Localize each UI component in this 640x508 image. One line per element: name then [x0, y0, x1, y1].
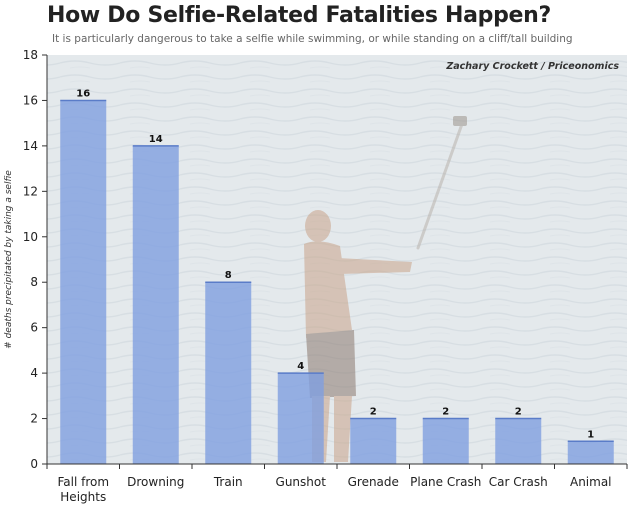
y-tick-label: 4 [30, 366, 38, 380]
data-label: 8 [225, 270, 232, 281]
selfie-stick [416, 122, 464, 250]
y-tick-label: 18 [23, 48, 38, 62]
phone [453, 116, 467, 126]
bar [277, 373, 324, 464]
y-tick-label: 16 [23, 93, 38, 107]
x-tick-label: Train [213, 475, 243, 489]
bar [60, 100, 107, 464]
data-label: 2 [442, 407, 449, 418]
chart-title: How Do Selfie-Related Fatalities Happen? [47, 3, 551, 28]
bar [495, 418, 542, 464]
bar [350, 418, 397, 464]
y-tick-label: 6 [30, 321, 38, 335]
x-tick-label: Animal [570, 475, 612, 489]
x-tick-label: Plane Crash [410, 475, 481, 489]
y-axis-label: # deaths precipitated by taking a selfie [4, 170, 14, 349]
head [305, 210, 331, 242]
y-tick-label: 0 [30, 457, 38, 471]
data-label: 1 [587, 429, 594, 440]
credit-label: Zachary Crockett / Priceonomics [445, 61, 619, 72]
x-tick-label: Car Crash [489, 475, 548, 489]
bar [205, 282, 252, 464]
data-label: 16 [76, 88, 90, 99]
data-label: 2 [370, 407, 377, 418]
chart-subtitle: It is particularly dangerous to take a s… [52, 33, 573, 45]
data-label: 4 [297, 361, 304, 372]
x-tick-label: Drowning [127, 475, 184, 489]
y-tick-label: 14 [23, 139, 38, 153]
arm [338, 258, 412, 274]
y-tick-label: 2 [30, 412, 38, 426]
bar [132, 145, 179, 464]
y-tick-label: 12 [23, 184, 38, 198]
y-tick-label: 10 [23, 230, 38, 244]
y-tick-label: 8 [30, 275, 38, 289]
x-tick-label: Fall from Heights [57, 475, 109, 504]
bar [422, 418, 469, 464]
data-label: 2 [515, 407, 522, 418]
data-label: 14 [149, 134, 163, 145]
x-tick-label: Gunshot [276, 475, 327, 489]
bar [567, 441, 614, 464]
x-tick-label: Grenade [348, 475, 399, 489]
